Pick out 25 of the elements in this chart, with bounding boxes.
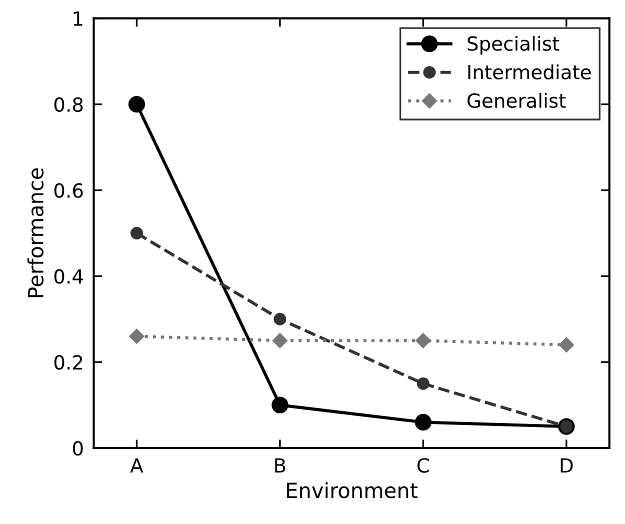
- y-axis-title: Performance: [27, 168, 44, 298]
- point: [129, 328, 144, 344]
- point: [128, 96, 146, 113]
- x-axis-title: Environment: [287, 482, 418, 498]
- y-tick-label: 0.6: [54, 183, 83, 198]
- x-tick-label: D: [560, 458, 573, 473]
- point: [416, 333, 431, 348]
- y-tick-label: 0.8: [54, 97, 83, 112]
- x-tick-label: B: [275, 458, 286, 473]
- legend-label: Intermediate: [468, 64, 591, 80]
- legend-label: Generalist: [468, 92, 566, 108]
- point: [130, 226, 143, 240]
- point: [558, 337, 574, 352]
- point: [272, 333, 288, 348]
- x-tick-label: C: [417, 458, 429, 473]
- y-tick-label: 1: [74, 12, 82, 26]
- x-tick-label: A: [130, 458, 144, 473]
- y-tick-label: 0: [72, 440, 83, 456]
- y-tick-label: 0.2: [54, 355, 82, 370]
- point: [416, 377, 430, 390]
- point: [414, 414, 432, 431]
- legend-label: Specialist: [468, 36, 560, 55]
- y-tick-label: 0.4: [54, 269, 83, 284]
- point: [272, 396, 288, 414]
- point: [274, 312, 286, 326]
